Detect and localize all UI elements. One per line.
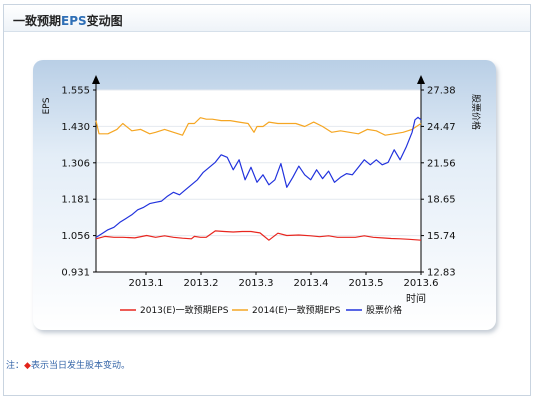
y-left-tick-label: 1.430	[61, 122, 90, 133]
y-right-tick-label: 21.56	[427, 158, 456, 169]
y-right-tick-label: 12.83	[427, 268, 456, 279]
series-line-2	[95, 116, 422, 238]
legend-label-1: 2014(E)一致预期EPS	[252, 304, 341, 316]
series-line-0	[95, 230, 422, 241]
x-tick-label: 2013.5	[349, 278, 384, 289]
panel-header: 一致预期EPS变动图	[4, 5, 530, 32]
diamond-icon: ◆	[24, 361, 31, 371]
y-left-tick-label: 1.181	[61, 195, 90, 206]
note-prefix: 注：	[6, 361, 25, 371]
panel-title: 一致预期EPS变动图	[13, 12, 123, 29]
title-prefix: 一致预期	[13, 14, 62, 28]
y-right-arrow	[417, 75, 425, 84]
x-tick-label: 2013.1	[129, 278, 164, 289]
x-tick-label: 2013.4	[294, 278, 329, 289]
title-suffix: 变动图	[86, 14, 123, 28]
y-left-arrow	[92, 75, 100, 84]
y-left-tick-label: 1.306	[61, 158, 90, 169]
y-left-tick-label: 0.931	[61, 268, 90, 279]
series-layer	[95, 116, 422, 241]
footnote: 注：◆表示当日发生股本变动。	[6, 358, 130, 371]
x-tick-label: 2013.3	[239, 278, 274, 289]
legend-label-2: 股票价格	[366, 304, 402, 316]
series-line-1	[95, 117, 422, 136]
labels: 0.931 12.83 1.056 15.74 1.181 18.65 1.306 21.56…	[42, 86, 482, 306]
y-right-tick-label: 27.38	[427, 86, 456, 97]
x-axis-label: 时间	[406, 292, 426, 305]
y-right-tick-label: 18.65	[427, 195, 456, 206]
y-right-tick-label: 15.74	[427, 231, 456, 242]
y-right-label: 股票价格	[470, 94, 482, 130]
y-left-tick-label: 1.555	[61, 86, 90, 97]
title-eps: EPS	[61, 14, 87, 28]
x-tick-label: 2013.6	[404, 278, 439, 289]
legend-label-0: 2013(E)一致预期EPS	[140, 304, 229, 316]
note-text: 表示当日发生股本变动。	[30, 361, 130, 371]
axes	[92, 75, 425, 275]
y-left-label: EPS	[42, 97, 52, 114]
legend: 2013(E)一致预期EPS 2014(E)一致预期EPS 股票价格	[120, 304, 402, 316]
x-tick-label: 2013.2	[184, 278, 219, 289]
y-left-tick-label: 1.056	[61, 231, 90, 242]
y-right-tick-label: 24.47	[427, 122, 456, 133]
